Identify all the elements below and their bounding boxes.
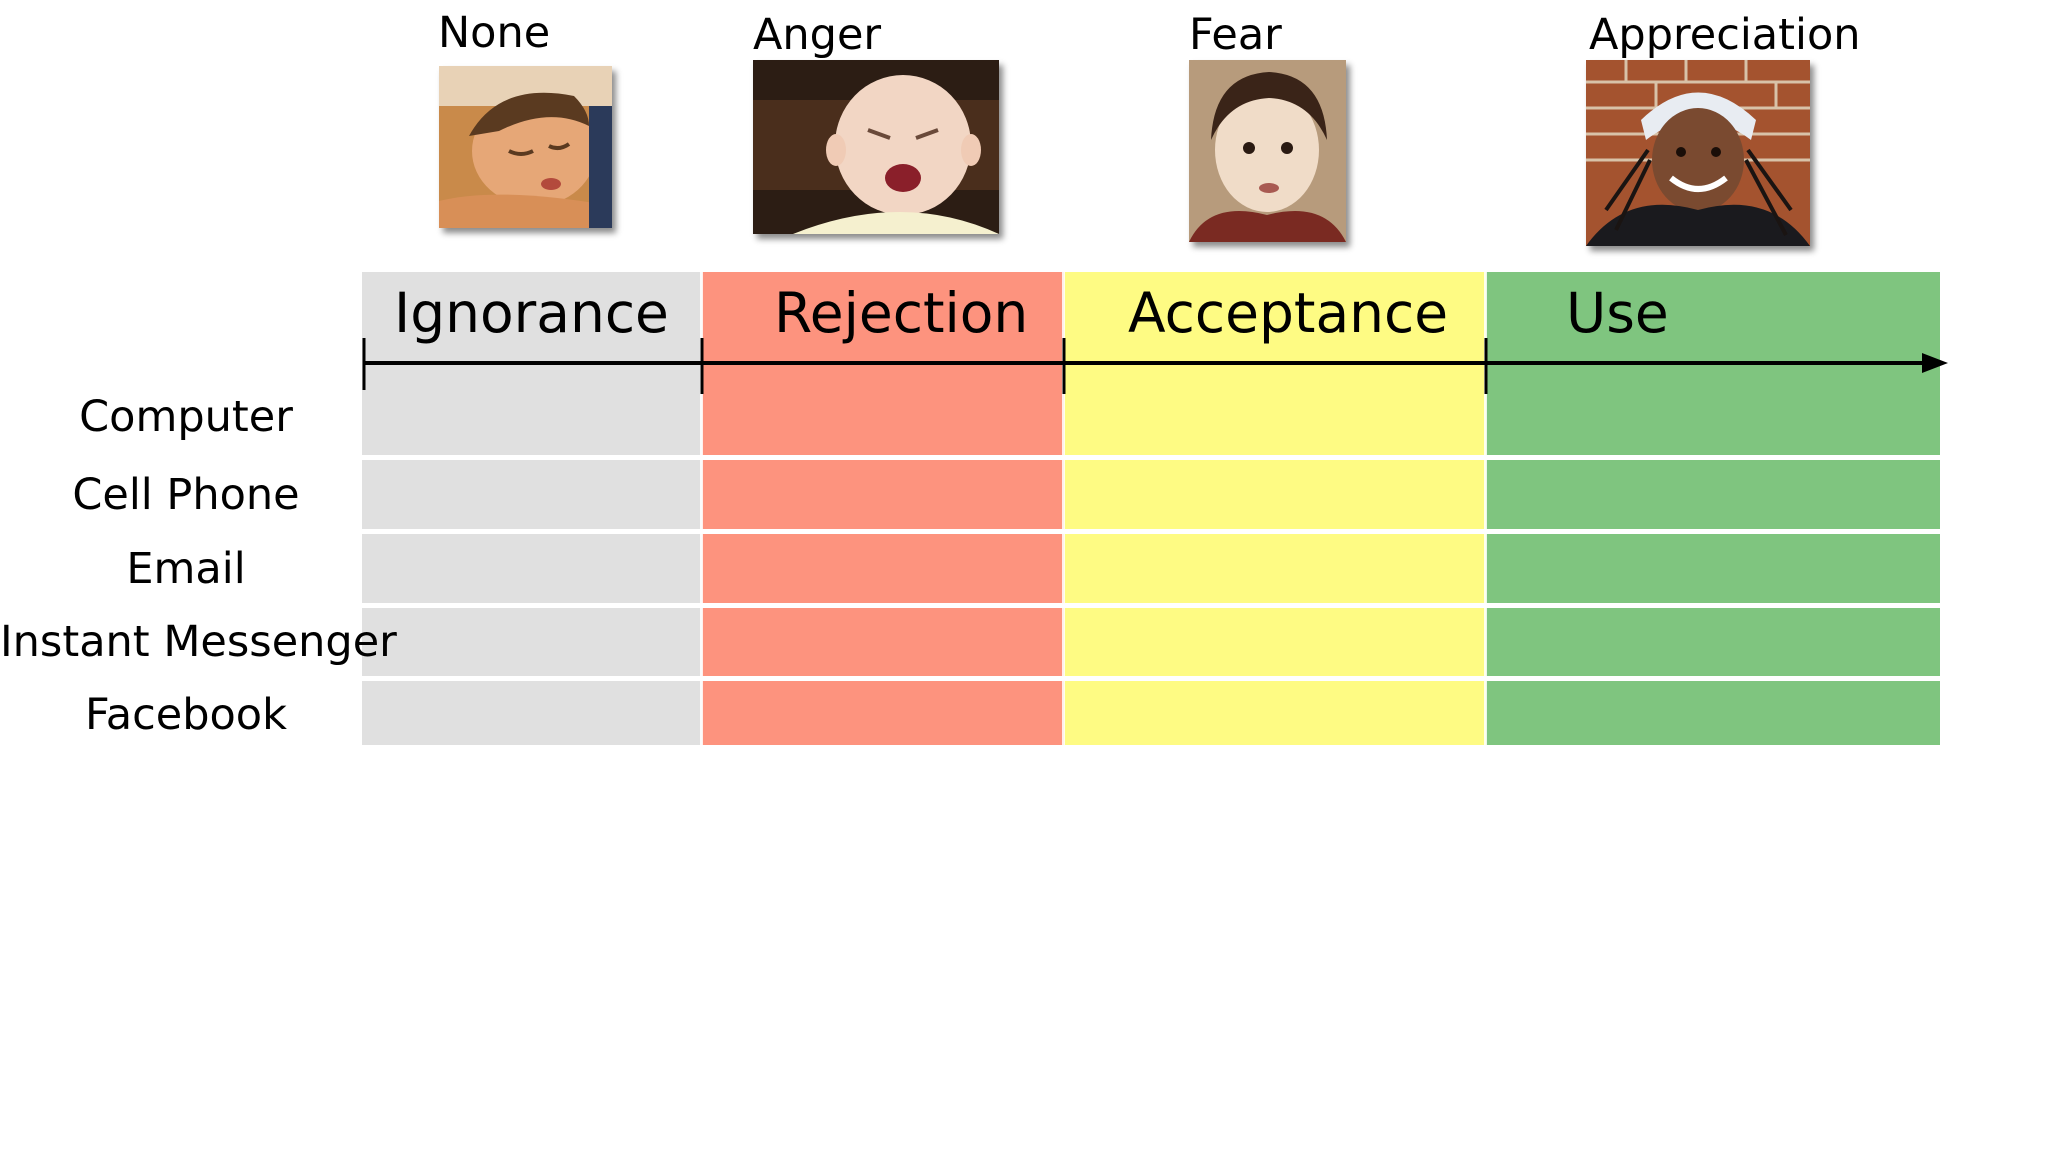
stage-column-use [1486,272,1940,745]
column-divider [1484,272,1487,745]
emotion-label-none: None [438,8,551,58]
emotion-label-fear: Fear [1189,10,1282,60]
stage-column-rejection [702,272,1064,745]
column-divider [700,272,703,745]
row-divider [362,529,1940,534]
stage-column-ignorance [362,272,702,745]
scared-boy-photo [1189,60,1346,242]
row-label-email: Email [126,544,246,594]
stage-label-acceptance: Acceptance [1128,281,1449,345]
stage-label-use: Use [1566,281,1669,345]
row-label-facebook: Facebook [84,690,288,740]
arrowhead-icon [1922,353,1948,373]
row-divider [362,455,1940,460]
emotion-label-appreciation: Appreciation [1589,10,1861,60]
row-divider [362,676,1940,681]
angry-baby-photo [753,60,999,234]
stage-label-ignorance: Ignorance [394,281,669,345]
stage-label-rejection: Rejection [774,281,1029,345]
row-label-computer: Computer [79,392,293,442]
row-label-cell-phone: Cell Phone [72,470,300,520]
sleeping-child-photo [439,66,612,228]
row-divider [362,603,1940,608]
stage-column-acceptance [1064,272,1486,745]
column-divider [1062,272,1065,745]
emotion-label-anger: Anger [753,10,882,60]
row-label-instant-messenger: Instant Messenger [0,617,397,667]
smiling-girl-photo [1586,60,1810,246]
